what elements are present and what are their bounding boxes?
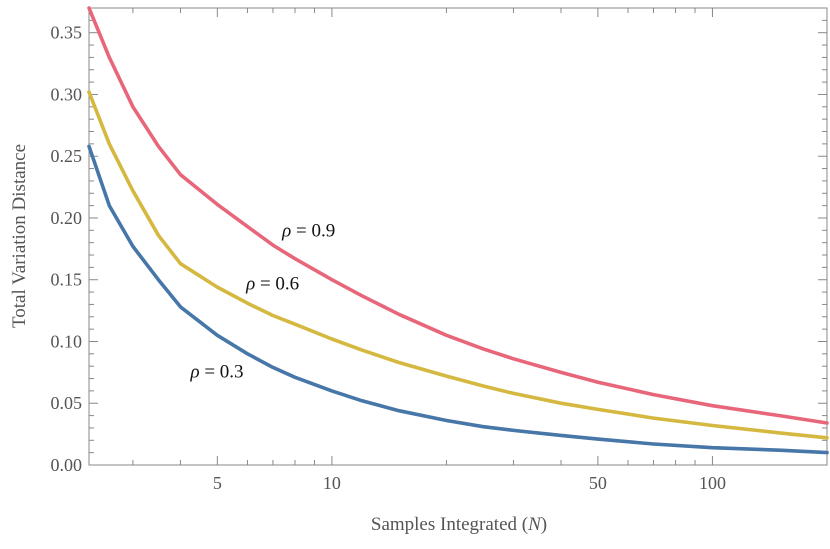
series-label-symbol: ρ xyxy=(281,221,291,242)
y-tick-label: 0.10 xyxy=(51,331,83,351)
series-label-value: = 0.6 xyxy=(255,274,299,295)
x-tick-label: 100 xyxy=(699,473,726,493)
series-label-value: = 0.9 xyxy=(291,221,335,242)
x-tick-label: 50 xyxy=(589,473,607,493)
series-line-2 xyxy=(87,144,829,455)
series-label-symbol: ρ xyxy=(245,274,255,295)
series-label-0: ρ = 0.9 xyxy=(281,221,335,242)
x-tick-label: 5 xyxy=(213,473,222,493)
y-tick-label: 0.30 xyxy=(51,84,83,104)
x-tick-label: 10 xyxy=(323,473,341,493)
y-tick-label: 0.05 xyxy=(51,393,83,413)
x-axis-title-var: N xyxy=(527,514,542,535)
x-axis-title: Samples Integrated (N) xyxy=(371,514,547,535)
series-label-1: ρ = 0.6 xyxy=(245,274,299,295)
series-line-0 xyxy=(87,6,829,425)
series-label-value: = 0.3 xyxy=(200,361,244,382)
y-tick-label: 0.00 xyxy=(51,455,83,475)
y-axis-title: Total Variation Distance xyxy=(9,144,30,328)
series-line-1 xyxy=(87,90,829,440)
series-label-symbol: ρ xyxy=(189,361,199,382)
y-tick-label: 0.15 xyxy=(51,270,83,290)
series-label-2: ρ = 0.3 xyxy=(189,361,243,382)
x-axis-title-text: Samples Integrated xyxy=(371,514,518,535)
plot-frame xyxy=(88,7,828,466)
y-tick-label: 0.35 xyxy=(51,23,83,43)
y-tick-label: 0.20 xyxy=(51,208,83,228)
y-tick-label: 0.25 xyxy=(51,146,83,166)
